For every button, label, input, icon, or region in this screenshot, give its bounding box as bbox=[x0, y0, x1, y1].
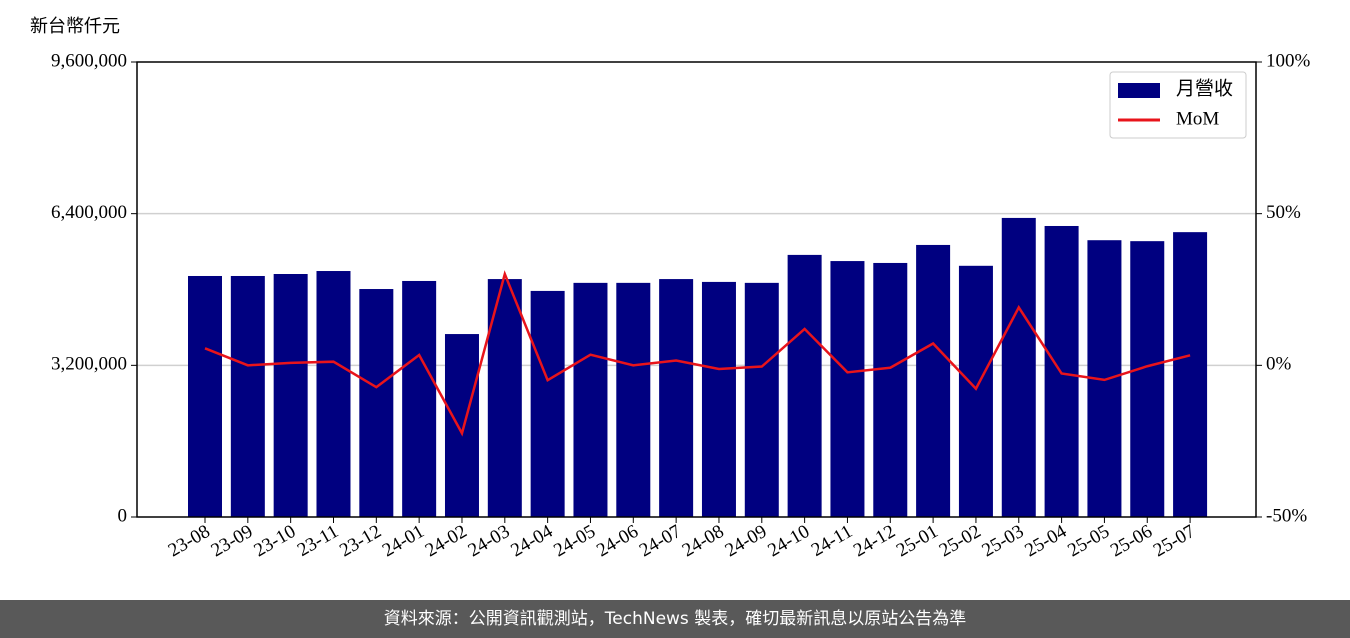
y-tick-label: 9,600,000 bbox=[51, 50, 127, 71]
bar bbox=[616, 282, 651, 517]
y2-tick-label: 100% bbox=[1266, 50, 1311, 71]
bar bbox=[573, 282, 608, 517]
x-tick-label: 24-05 bbox=[550, 521, 599, 561]
x-tick-label: 25-01 bbox=[893, 521, 942, 561]
y-axis-label: 新台幣仟元 bbox=[30, 16, 120, 37]
bar bbox=[230, 275, 265, 517]
x-tick-label: 23-08 bbox=[165, 521, 214, 561]
bar bbox=[744, 282, 779, 517]
y2-tick-label: 50% bbox=[1266, 202, 1301, 223]
x-tick-label: 25-04 bbox=[1021, 521, 1070, 562]
x-tick-label: 24-06 bbox=[593, 521, 642, 561]
bar bbox=[1130, 241, 1165, 517]
bar bbox=[530, 290, 565, 517]
bar bbox=[1001, 217, 1036, 517]
bar bbox=[873, 262, 908, 517]
x-tick-label: 24-01 bbox=[379, 521, 428, 561]
plot-frame bbox=[136, 61, 1257, 518]
bar bbox=[701, 281, 736, 517]
x-tick-label: 24-08 bbox=[679, 521, 728, 561]
x-tick-label: 23-10 bbox=[250, 521, 299, 561]
footer: 資料來源：公開資訊觀測站，TechNews 製表，確切最新訊息以原站公告為準 bbox=[0, 600, 1350, 638]
line bbox=[204, 270, 1191, 437]
x-tick-label: 25-06 bbox=[1107, 521, 1156, 561]
x-tick-label: 24-09 bbox=[722, 521, 771, 561]
legend-label: 月營收 bbox=[1176, 77, 1233, 99]
y2-tick-label: 0% bbox=[1266, 354, 1292, 375]
y-tick-label: 0 bbox=[118, 505, 128, 526]
y-tick-label: 3,200,000 bbox=[51, 354, 127, 375]
x-tick-label: 23-09 bbox=[208, 521, 257, 561]
x-tick-label: 24-11 bbox=[808, 521, 856, 561]
bar bbox=[830, 261, 865, 517]
y-tick-label: 6,400,000 bbox=[51, 202, 127, 223]
bar bbox=[444, 334, 479, 517]
legend-label: MoM bbox=[1176, 108, 1219, 129]
x-tick-label: 25-07 bbox=[1150, 521, 1199, 561]
y2-tick-label: -50% bbox=[1266, 505, 1307, 526]
x-tick-label: 24-12 bbox=[850, 521, 899, 561]
x-tick-label: 25-02 bbox=[936, 521, 985, 561]
bar bbox=[188, 275, 222, 517]
legend-swatch bbox=[1118, 83, 1160, 98]
bar bbox=[316, 271, 351, 517]
chart: 新台幣仟元 0 3,200,000 6,400,000 9,600,000 -50% 0%… bbox=[30, 16, 1311, 562]
x-tick-label: 25-03 bbox=[979, 521, 1028, 561]
bar bbox=[359, 289, 394, 517]
x-tick-label: 24-07 bbox=[636, 521, 685, 561]
bar bbox=[958, 265, 993, 517]
bar bbox=[787, 254, 822, 517]
bar bbox=[659, 279, 694, 517]
x-tick-label: 25-05 bbox=[1064, 521, 1113, 561]
bar bbox=[402, 280, 437, 517]
bar bbox=[1173, 232, 1208, 517]
x-tick-label: 23-11 bbox=[294, 521, 342, 561]
x-tick-label: 24-10 bbox=[764, 521, 813, 561]
x-tick-label: 24-03 bbox=[465, 521, 514, 561]
bar bbox=[916, 244, 951, 517]
x-tick-label: 24-04 bbox=[507, 521, 556, 562]
x-tick-label: 23-12 bbox=[336, 521, 385, 561]
bar bbox=[273, 274, 308, 517]
x-tick-label: 24-02 bbox=[422, 521, 471, 561]
